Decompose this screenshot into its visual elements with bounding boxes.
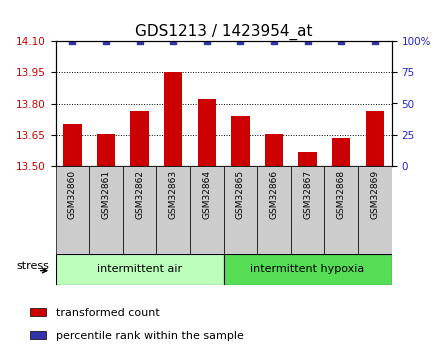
Bar xyxy=(365,111,384,166)
Bar xyxy=(265,134,283,166)
Bar xyxy=(89,166,123,254)
Bar xyxy=(56,166,89,254)
Text: intermittent hypoxia: intermittent hypoxia xyxy=(251,264,365,274)
Bar xyxy=(332,138,351,166)
Bar xyxy=(231,116,250,166)
Bar xyxy=(30,331,46,339)
Title: GDS1213 / 1423954_at: GDS1213 / 1423954_at xyxy=(135,24,312,40)
Bar xyxy=(164,72,182,166)
Bar xyxy=(123,166,157,254)
Bar xyxy=(257,166,291,254)
Point xyxy=(136,39,143,44)
Bar xyxy=(190,166,224,254)
Point xyxy=(338,39,345,44)
Text: GSM32867: GSM32867 xyxy=(303,170,312,219)
Point xyxy=(237,39,244,44)
Text: GSM32869: GSM32869 xyxy=(370,170,379,219)
Point xyxy=(102,39,109,44)
Bar xyxy=(97,134,115,166)
Text: GSM32861: GSM32861 xyxy=(101,170,110,219)
Text: GSM32868: GSM32868 xyxy=(337,170,346,219)
Text: transformed count: transformed count xyxy=(57,308,160,318)
Text: GSM32864: GSM32864 xyxy=(202,170,211,219)
Point xyxy=(69,39,76,44)
Text: GSM32862: GSM32862 xyxy=(135,170,144,219)
Bar xyxy=(157,166,190,254)
Text: GSM32865: GSM32865 xyxy=(236,170,245,219)
Bar xyxy=(224,254,392,285)
Bar xyxy=(63,124,82,166)
Point xyxy=(371,39,378,44)
Bar xyxy=(291,166,324,254)
Bar xyxy=(198,99,216,166)
Bar xyxy=(324,166,358,254)
Text: intermittent air: intermittent air xyxy=(97,264,182,274)
Point xyxy=(203,39,210,44)
Text: GSM32860: GSM32860 xyxy=(68,170,77,219)
Bar xyxy=(358,166,392,254)
Point xyxy=(304,39,311,44)
Bar xyxy=(130,111,149,166)
Point xyxy=(170,39,177,44)
Bar xyxy=(56,254,224,285)
Text: stress: stress xyxy=(17,261,49,271)
Point xyxy=(271,39,278,44)
Bar xyxy=(224,166,257,254)
Text: percentile rank within the sample: percentile rank within the sample xyxy=(57,331,244,341)
Text: GSM32863: GSM32863 xyxy=(169,170,178,219)
Bar xyxy=(298,152,317,166)
Text: GSM32866: GSM32866 xyxy=(270,170,279,219)
Bar xyxy=(30,307,46,316)
